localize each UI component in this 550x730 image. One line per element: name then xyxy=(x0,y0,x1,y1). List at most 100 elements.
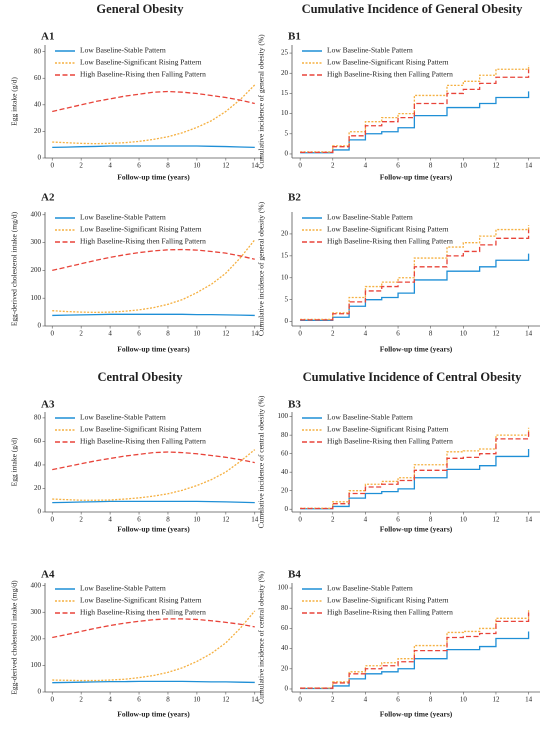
y-tick-label: 200 xyxy=(31,266,42,274)
x-tick-label: 12 xyxy=(222,516,230,524)
y-tick-label: 20 xyxy=(281,664,289,672)
series-line xyxy=(52,449,256,501)
legend-label: High Baseline-Rising then Falling Patter… xyxy=(327,70,453,79)
y-tick-label: 100 xyxy=(31,661,42,669)
x-tick-label: 6 xyxy=(137,516,141,524)
y-tick-label: 25 xyxy=(281,49,289,57)
legend-label: High Baseline-Rising then Falling Patter… xyxy=(327,237,453,246)
panel-label: A4 xyxy=(41,569,55,581)
series-line xyxy=(300,69,530,153)
series-line xyxy=(300,91,530,154)
y-tick-label: 0 xyxy=(285,150,289,158)
y-tick-label: 20 xyxy=(34,127,42,135)
legend-label: Low Baseline-Significant Rising Pattern xyxy=(80,425,202,434)
x-tick-label: 0 xyxy=(298,696,302,704)
series-line xyxy=(52,248,255,272)
y-axis-label: Cumulative incidence of general obesity … xyxy=(257,201,266,336)
x-tick-label: 4 xyxy=(364,696,368,704)
y-tick-label: 5 xyxy=(285,295,289,303)
x-tick-label: 4 xyxy=(364,162,368,170)
y-tick-label: 40 xyxy=(34,100,42,108)
section-heading: Cumulative Incidence of General Obesity xyxy=(302,2,524,16)
x-tick-label: 8 xyxy=(166,696,170,704)
x-tick-label: 8 xyxy=(429,162,433,170)
x-tick-label: 14 xyxy=(525,162,533,170)
legend-label: Low Baseline-Stable Pattern xyxy=(327,46,413,55)
panel-label: A2 xyxy=(41,192,55,204)
x-tick-label: 6 xyxy=(396,516,400,524)
x-tick-label: 6 xyxy=(137,696,141,704)
x-tick-label: 10 xyxy=(460,696,468,704)
y-tick-label: 80 xyxy=(34,413,42,421)
y-tick-label: 300 xyxy=(31,608,42,616)
x-tick-label: 2 xyxy=(331,696,335,704)
x-tick-label: 2 xyxy=(331,330,335,338)
x-tick-label: 8 xyxy=(429,696,433,704)
y-tick-label: 400 xyxy=(31,581,42,589)
series-line xyxy=(52,313,255,317)
x-tick-label: 10 xyxy=(460,162,468,170)
x-tick-label: 0 xyxy=(298,162,302,170)
y-axis-label: Cumulative incidence of general obesity … xyxy=(257,34,266,169)
series-line xyxy=(52,500,255,504)
y-tick-label: 100 xyxy=(278,584,289,592)
x-tick-label: 14 xyxy=(525,516,533,524)
panel-label: A1 xyxy=(41,31,54,43)
y-tick-label: 80 xyxy=(281,431,289,439)
y-tick-label: 20 xyxy=(34,484,42,492)
y-tick-label: 20 xyxy=(281,486,289,494)
x-tick-label: 12 xyxy=(222,330,230,338)
y-tick-label: 20 xyxy=(281,69,289,77)
series-line xyxy=(52,618,255,639)
legend-label: Low Baseline-Stable Pattern xyxy=(327,213,413,222)
section-heading: Cumulative Incidence of Central Obesity xyxy=(303,370,522,384)
x-tick-label: 0 xyxy=(50,696,54,704)
y-tick-label: 10 xyxy=(281,109,289,117)
y-tick-label: 80 xyxy=(34,47,42,55)
y-tick-label: 80 xyxy=(281,604,289,612)
y-tick-label: 0 xyxy=(38,508,42,516)
legend-label: Low Baseline-Stable Pattern xyxy=(80,46,166,55)
panel-label: B2 xyxy=(288,192,301,204)
x-axis-label: Follow-up time (years) xyxy=(117,525,190,534)
x-tick-label: 6 xyxy=(137,162,141,170)
y-tick-label: 10 xyxy=(281,273,289,281)
y-tick-label: 20 xyxy=(281,230,289,238)
panel-label: A3 xyxy=(41,399,55,411)
panel-label: B3 xyxy=(288,399,301,411)
x-tick-label: 8 xyxy=(166,330,170,338)
section-heading: General Obesity xyxy=(96,2,184,16)
x-tick-label: 14 xyxy=(251,516,259,524)
series-line xyxy=(300,631,530,690)
x-axis-label: Follow-up time (years) xyxy=(117,710,190,719)
legend-label: Low Baseline-Stable Pattern xyxy=(327,584,413,593)
legend-label: High Baseline-Rising then Falling Patter… xyxy=(80,70,206,79)
series-line xyxy=(52,680,255,684)
panel-label: B1 xyxy=(288,31,301,43)
x-tick-label: 0 xyxy=(50,330,54,338)
series-line xyxy=(52,90,255,113)
x-tick-label: 10 xyxy=(193,162,201,170)
y-tick-label: 0 xyxy=(38,688,42,696)
legend-label: Low Baseline-Significant Rising Pattern xyxy=(327,225,449,234)
x-axis-label: Follow-up time (years) xyxy=(380,525,453,534)
x-tick-label: 0 xyxy=(298,330,302,338)
x-tick-label: 10 xyxy=(460,330,468,338)
y-tick-label: 15 xyxy=(281,251,289,259)
series-line xyxy=(300,449,530,510)
y-axis-label: Egg-derived cholesterol intake (mg/d) xyxy=(10,580,19,695)
y-tick-label: 40 xyxy=(281,468,289,476)
x-tick-label: 6 xyxy=(396,330,400,338)
x-tick-label: 12 xyxy=(222,162,230,170)
x-tick-label: 8 xyxy=(429,330,433,338)
x-tick-label: 4 xyxy=(364,330,368,338)
x-axis-label: Follow-up time (years) xyxy=(117,345,190,354)
series-line xyxy=(52,451,255,471)
x-tick-label: 0 xyxy=(50,162,54,170)
y-tick-label: 0 xyxy=(285,317,289,325)
x-tick-label: 2 xyxy=(331,516,335,524)
series-line xyxy=(300,229,530,321)
x-axis-label: Follow-up time (years) xyxy=(380,345,453,354)
x-tick-label: 4 xyxy=(108,162,112,170)
